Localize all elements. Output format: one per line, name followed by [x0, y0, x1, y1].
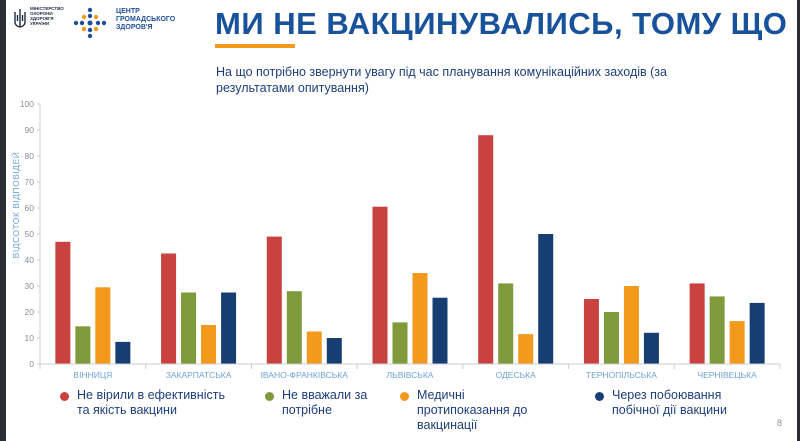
bar-3-2	[201, 325, 217, 364]
bar-2-7	[709, 296, 725, 364]
title-underline	[215, 44, 295, 48]
bar-2-4	[392, 322, 408, 364]
y-tick-label: 0	[29, 359, 34, 369]
bar-4-1	[115, 341, 131, 364]
bar-2-1	[75, 326, 91, 364]
slide-left-edge	[0, 0, 6, 441]
legend-swatch	[400, 392, 409, 401]
x-tick-label: ІВАНО-ФРАНКІВСЬКА	[261, 370, 349, 380]
chart-legend: Не вірили в ефективність та якість вакци…	[60, 388, 760, 432]
legend-label: Через побоювання побічної дії вакцини	[612, 388, 727, 417]
bar-4-2	[221, 292, 237, 364]
bars	[55, 135, 765, 364]
legend-item-3: Медичні протипоказання до вакцинації	[400, 388, 547, 433]
bar-2-2	[181, 292, 197, 364]
y-tick-label: 90	[25, 125, 35, 135]
bar-3-3	[306, 331, 322, 364]
legend-item-1: Не вірили в ефективність та якість вакци…	[60, 388, 237, 418]
y-tick-label: 50	[25, 229, 35, 239]
public-health-center-text: ЦЕНТР ГРОМАДСЬКОГО ЗДОРОВ'Я	[116, 8, 176, 31]
y-tick-label: 60	[25, 203, 35, 213]
ukraine-trident-icon	[14, 9, 26, 28]
legend-swatch	[595, 392, 604, 401]
page-title: МИ НЕ ВАКЦИНУВАЛИСЬ, ТОМУ ЩО	[215, 6, 788, 41]
legend-item-4: Через побоювання побічної дії вакцини	[595, 388, 742, 418]
y-tick-label: 40	[25, 255, 35, 265]
slide-right-edge	[797, 0, 800, 441]
bar-3-7	[729, 321, 745, 364]
bar-3-6	[623, 286, 639, 364]
y-tick-label: 100	[20, 99, 34, 109]
legend-label: Не вважали за потрібне	[282, 388, 368, 417]
page-number: 8	[776, 418, 782, 428]
bar-4-5	[538, 234, 554, 364]
legend-swatch	[265, 392, 274, 401]
bar-1-5	[478, 135, 494, 364]
y-tick-label: 80	[25, 151, 35, 161]
bar-3-4	[412, 273, 428, 364]
bar-2-5	[498, 283, 514, 364]
bar-1-4	[372, 206, 388, 364]
y-axis-label: ВІДСОТОК ВІДПОВІДЕЙ	[10, 152, 21, 259]
bar-1-6	[583, 299, 599, 364]
chart-subtitle: На що потрібно звернути увагу під час пл…	[216, 65, 667, 95]
legend-label: Не вірили в ефективність та якість вакци…	[77, 388, 225, 417]
y-tick-label: 10	[25, 333, 35, 343]
x-tick-label: ЗАКАРПАТСЬКА	[166, 370, 232, 380]
bar-2-6	[603, 312, 619, 364]
y-tick-label: 30	[25, 281, 35, 291]
y-axis: 0 10 20 30 40 50 60 70 80 90 100	[20, 99, 41, 369]
bar-4-7	[749, 302, 765, 364]
ministry-text: МІНІСТЕРСТВО ОХОРОНИ ЗДОРОВ'Я УКРАЇНИ	[30, 6, 64, 26]
cross-dots-logo-icon	[73, 7, 107, 39]
bar-1-2	[161, 253, 177, 364]
bar-4-4	[432, 297, 448, 364]
bar-4-6	[643, 332, 659, 364]
legend-swatch	[60, 392, 69, 401]
y-tick-label: 20	[25, 307, 35, 317]
header-logos: МІНІСТЕРСТВО ОХОРОНИ ЗДОРОВ'Я УКРАЇНИ ЦЕ…	[12, 6, 175, 40]
bar-3-5	[518, 334, 534, 364]
y-tick-label: 70	[25, 177, 35, 187]
legend-item-2: Не вважали за потрібне	[265, 388, 412, 418]
bar-2-3	[286, 291, 302, 364]
x-tick-label: ВІННИЦЯ	[73, 370, 112, 380]
bar-1-7	[689, 283, 705, 364]
bar-1-1	[55, 241, 71, 364]
bar-1-3	[266, 236, 282, 364]
bar-3-1	[95, 287, 111, 364]
x-axis: ВІННИЦЯ ЗАКАРПАТСЬКА ІВАНО-ФРАНКІВСЬКА ЛЬВІ…	[39, 363, 781, 380]
x-tick-label: ОДЕСЬКА	[496, 370, 537, 380]
x-tick-label: ТЕРНОПІЛЬСЬКА	[586, 370, 657, 380]
x-tick-label: ЛЬВІВСЬКА	[387, 370, 434, 380]
legend-label: Медичні протипоказання до вакцинації	[417, 388, 528, 432]
bar-4-3	[326, 338, 342, 364]
x-tick-label: ЧЕРНІВЕЦЬКА	[697, 370, 757, 380]
